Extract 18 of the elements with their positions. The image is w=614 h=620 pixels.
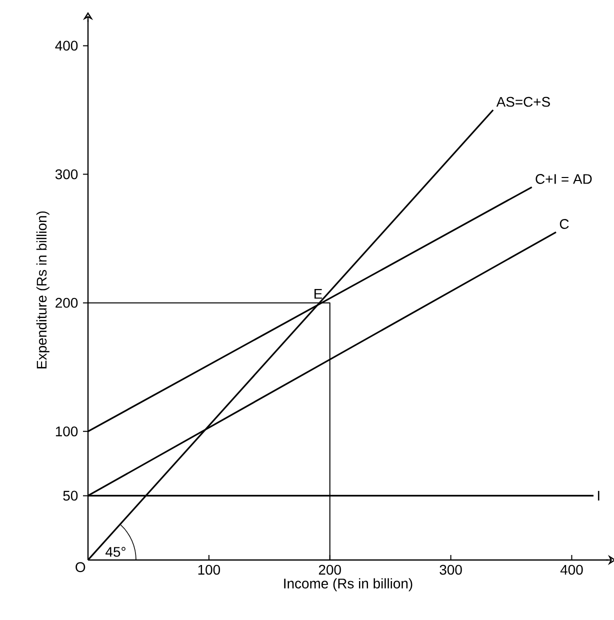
annotation: E [314,289,322,299]
series-label: C+I = AD [536,174,592,184]
x-tick-label: 400 [560,564,583,575]
y-tick-label: 50 [63,490,78,501]
series-label: I [598,490,600,501]
x-tick-label: 300 [440,564,462,575]
y-tick-label: 400 [55,40,78,51]
y-axis-title: Expenditure (Rs in billion) [36,211,50,368]
y-tick-label: 100 [56,426,78,436]
series-label: AS=C+S [496,96,550,107]
text: O [76,562,86,572]
series-label: C [560,219,569,229]
annotation: 45° [106,546,126,557]
x-axis-title: Income (Rs in billion) [284,578,412,592]
x-tick-label: 200 [318,564,341,575]
y-tick-label: 300 [55,169,78,180]
y-tick-label: 200 [56,298,78,308]
x-tick-label: 100 [198,564,220,575]
